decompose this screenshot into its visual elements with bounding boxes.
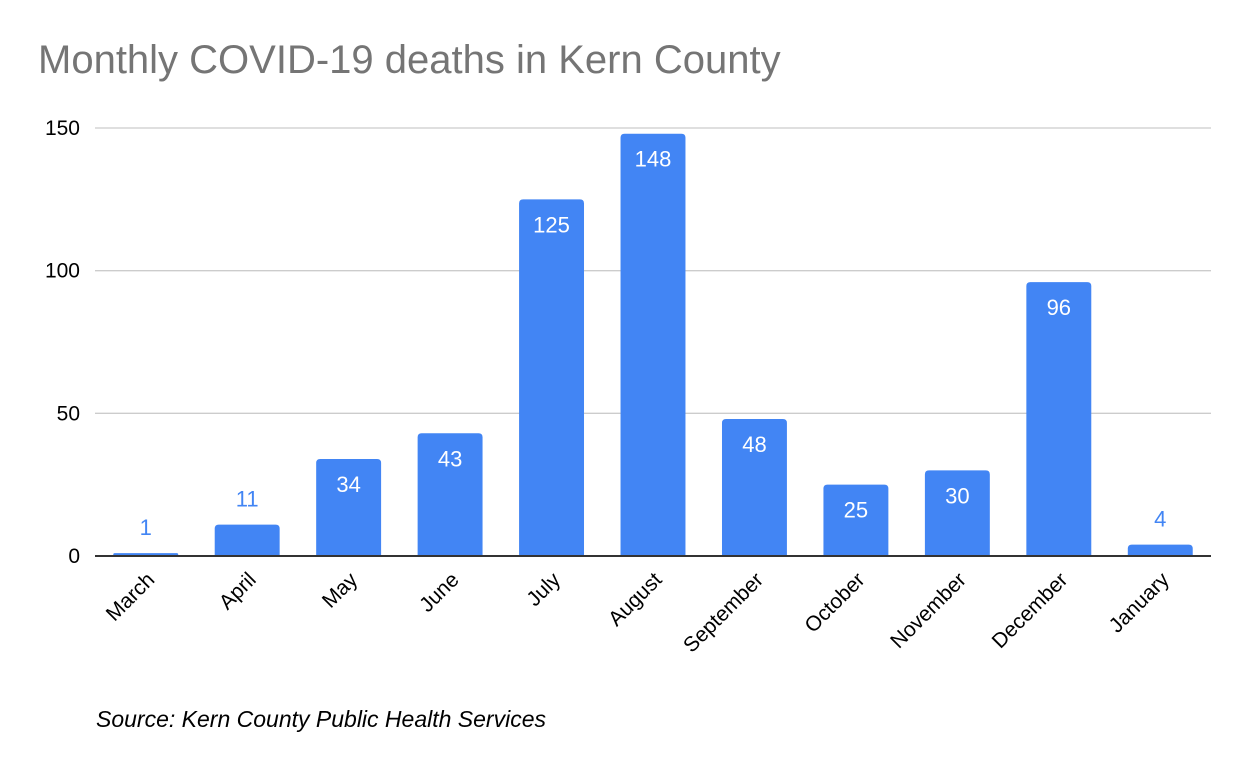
bar-september bbox=[721, 419, 787, 556]
bar-january bbox=[1127, 544, 1193, 556]
x-tick-label: August bbox=[604, 568, 667, 631]
bar-april bbox=[214, 524, 280, 556]
x-tick-label: March bbox=[102, 568, 160, 626]
x-tick-label: January bbox=[1105, 568, 1174, 637]
source-note: Source: Kern County Public Health Servic… bbox=[96, 706, 546, 732]
bar-october bbox=[823, 484, 889, 556]
data-label: 96 bbox=[1047, 295, 1071, 320]
x-tick-label: May bbox=[318, 568, 363, 613]
bar-august bbox=[620, 133, 686, 556]
x-tick-label: December bbox=[988, 568, 1073, 653]
y-tick-label: 150 bbox=[45, 117, 80, 140]
x-axis-ticks: March April May June July August September Octo… bbox=[102, 568, 1174, 657]
x-tick-label: October bbox=[800, 568, 869, 637]
data-label: 125 bbox=[533, 212, 570, 237]
data-label: 43 bbox=[438, 446, 462, 471]
bar-july bbox=[519, 199, 585, 557]
data-label: 148 bbox=[635, 147, 672, 172]
data-label: 1 bbox=[140, 515, 152, 540]
x-tick-label: June bbox=[415, 568, 463, 616]
data-label: 11 bbox=[236, 487, 259, 512]
y-axis-ticks: 0 50 100 150 bbox=[45, 117, 80, 568]
data-label: 4 bbox=[1154, 507, 1166, 532]
bar-june bbox=[417, 433, 483, 556]
y-tick-label: 50 bbox=[57, 402, 80, 425]
data-label: 25 bbox=[844, 498, 868, 523]
chart-title: Monthly COVID-19 deaths in Kern County bbox=[38, 38, 781, 82]
bar-november bbox=[924, 470, 990, 556]
x-tick-label: July bbox=[522, 568, 565, 611]
y-tick-label: 0 bbox=[68, 545, 80, 568]
data-label: 48 bbox=[742, 432, 766, 457]
y-tick-label: 100 bbox=[45, 260, 80, 283]
bar-may bbox=[316, 458, 382, 556]
data-label: 34 bbox=[336, 472, 360, 497]
x-tick-label: November bbox=[886, 568, 971, 653]
x-tick-label: April bbox=[215, 568, 261, 614]
x-tick-label: September bbox=[679, 568, 768, 657]
bar-december bbox=[1026, 282, 1092, 556]
bars bbox=[113, 133, 1193, 557]
data-label: 30 bbox=[945, 483, 969, 508]
